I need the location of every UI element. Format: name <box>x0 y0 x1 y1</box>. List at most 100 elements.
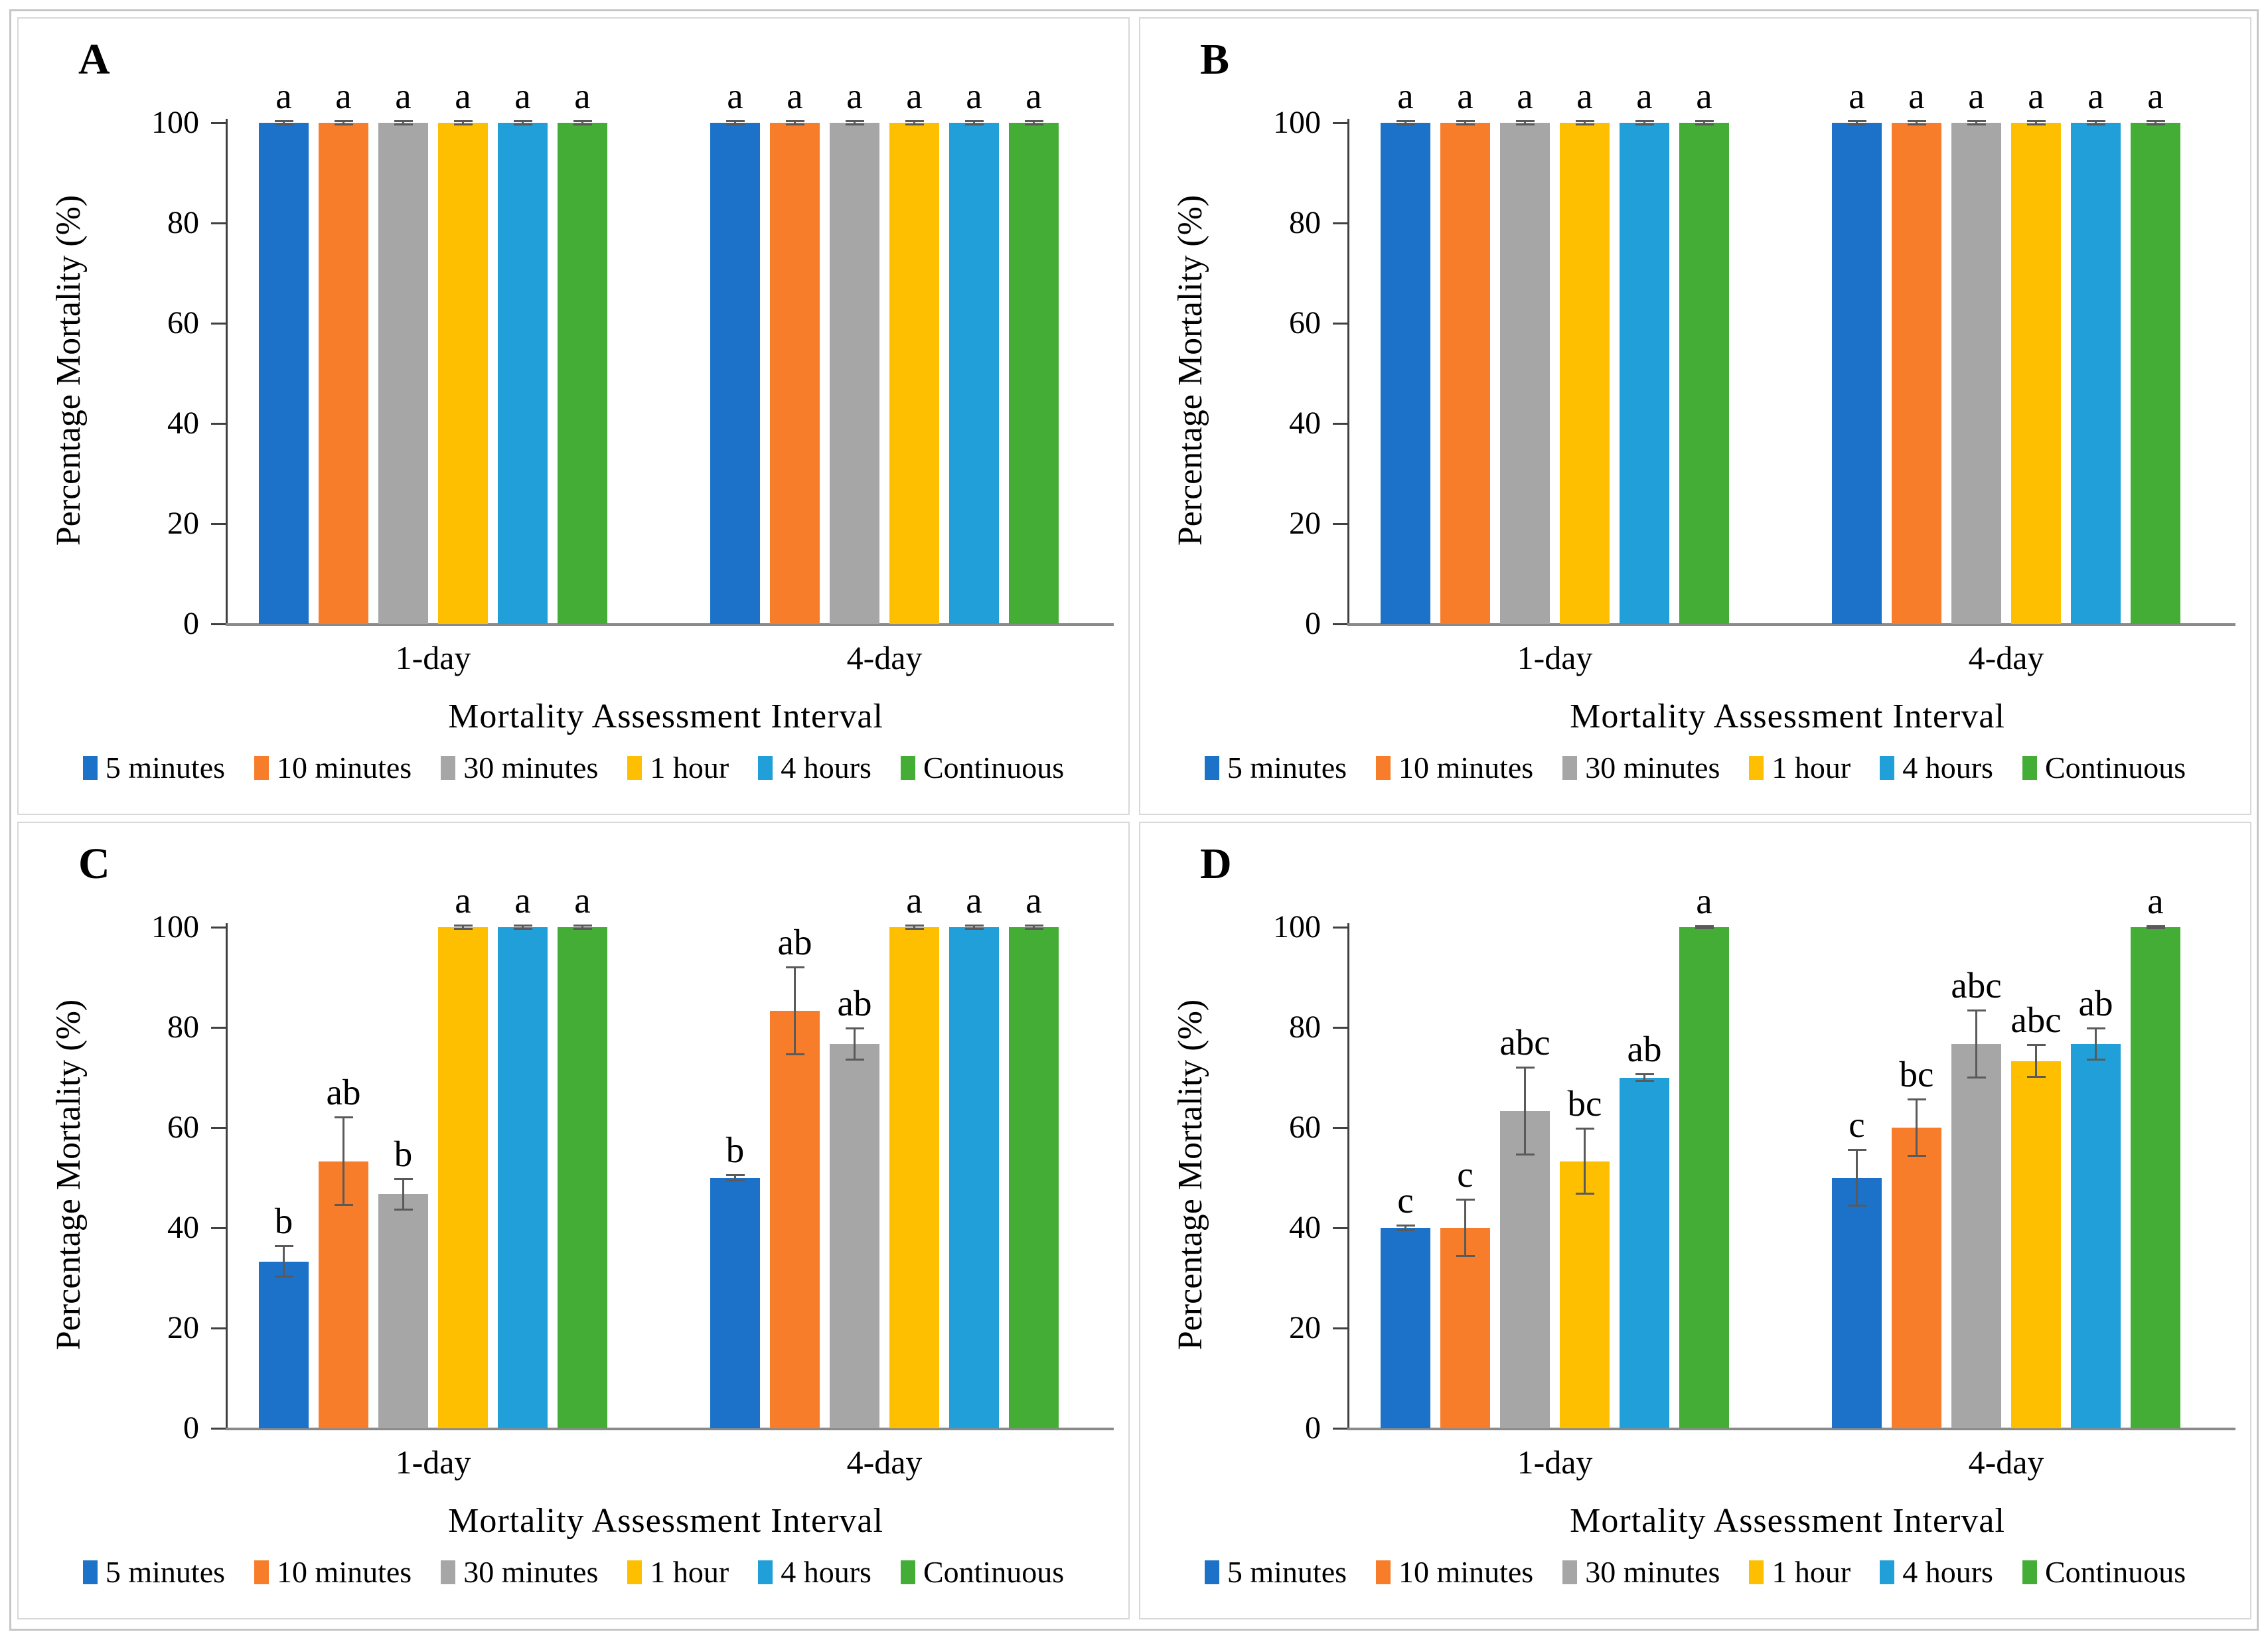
legend-swatch <box>441 1560 456 1584</box>
category-label: 1-day <box>395 1444 471 1481</box>
error-bar <box>1847 1148 1866 1207</box>
sig-letter: a <box>2147 76 2164 117</box>
bar <box>889 123 939 624</box>
bar <box>1500 1111 1550 1428</box>
y-tick-label: 40 <box>1289 1210 1321 1245</box>
y-tick-label: 0 <box>183 606 199 641</box>
bar <box>830 123 879 624</box>
bar <box>1500 123 1550 624</box>
error-bar <box>394 120 413 125</box>
error-bar <box>1635 120 1654 125</box>
bar <box>2131 927 2180 1428</box>
sig-letter: abc <box>2010 999 2062 1040</box>
sig-letter: a <box>1696 880 1712 921</box>
legend-item: 30 minutes <box>441 750 598 785</box>
error-bar <box>1967 120 1986 125</box>
error-bar <box>1575 1128 1594 1195</box>
y-tick <box>1333 1127 1347 1129</box>
legend: 5 minutes 10 minutes 30 minutes 1 hour 4 hou… <box>1140 1554 2250 1590</box>
bar <box>259 123 309 624</box>
bar <box>770 1011 820 1428</box>
legend-item: 5 minutes <box>1204 750 1347 785</box>
legend-swatch <box>627 755 643 780</box>
y-tick-label: 60 <box>1289 305 1321 340</box>
y-tick-label: 20 <box>167 1310 199 1345</box>
sig-letter: a <box>514 76 531 117</box>
legend-item: 30 minutes <box>1562 750 1720 785</box>
legend-label: 30 minutes <box>1585 751 1720 784</box>
sig-letter: a <box>1025 880 1042 921</box>
y-axis-label: Percentage Mortality (%) <box>50 194 88 546</box>
y-tick <box>211 323 226 325</box>
legend-label: 5 minutes <box>1227 1555 1347 1589</box>
y-tick-label: 40 <box>167 1210 199 1245</box>
error-bar <box>334 120 353 125</box>
sig-letter: a <box>727 76 743 117</box>
category-label: 4-day <box>1968 1444 2044 1481</box>
sig-letter: a <box>966 76 982 117</box>
y-tick <box>211 927 226 929</box>
y-tick-label: 80 <box>167 1009 199 1045</box>
sig-letter: a <box>395 76 412 117</box>
y-tick <box>1333 423 1347 425</box>
legend-item: 10 minutes <box>1376 1554 1533 1590</box>
y-axis-label: Percentage Mortality (%) <box>1172 999 1209 1351</box>
y-tick <box>211 222 226 224</box>
sig-letter: a <box>455 880 471 921</box>
bar <box>889 927 939 1428</box>
legend-label: 30 minutes <box>1585 1555 1720 1589</box>
y-tick <box>211 1428 226 1430</box>
legend-swatch <box>900 1560 915 1584</box>
y-tick <box>211 1327 226 1329</box>
error-bar <box>2146 120 2165 125</box>
sig-letter: a <box>1908 76 1925 117</box>
y-tick-label: 80 <box>1289 205 1321 240</box>
y-tick <box>1333 1027 1347 1029</box>
legend-label: 4 hours <box>781 1555 871 1589</box>
legend-label: Continuous <box>923 1555 1065 1589</box>
panel-b: B Percentage Mortality (%) 0 20 40 60 80 100 a… <box>1139 17 2251 815</box>
legend-item: 4 hours <box>1880 750 1993 785</box>
error-bar <box>1396 120 1415 125</box>
sig-letter: a <box>2087 76 2104 117</box>
bar <box>1440 123 1490 624</box>
bar <box>2011 123 2061 624</box>
error-bar <box>725 120 745 125</box>
legend-label: 10 minutes <box>1399 1555 1534 1589</box>
error-bar <box>1396 1224 1415 1232</box>
bar <box>1381 123 1430 624</box>
legend-item: 10 minutes <box>254 750 412 785</box>
error-bar <box>1967 1009 1986 1079</box>
legend-swatch <box>1204 1560 1219 1584</box>
category-label: 4-day <box>846 1444 923 1481</box>
sig-letter: a <box>514 880 531 921</box>
legend-label: 1 hour <box>650 1555 729 1589</box>
sig-letter: a <box>1397 76 1414 117</box>
error-bar <box>274 1244 293 1278</box>
sig-letter: ab <box>837 983 872 1023</box>
error-bar <box>2026 120 2046 125</box>
legend-item: 4 hours <box>1880 1554 1993 1590</box>
bar <box>378 123 428 624</box>
sig-letter: a <box>275 76 292 117</box>
legend-item: Continuous <box>900 750 1064 785</box>
legend-swatch <box>758 755 773 780</box>
y-tick-label: 0 <box>183 1410 199 1446</box>
legend-label: 10 minutes <box>277 751 412 784</box>
bar <box>1381 1228 1430 1428</box>
sig-letter: a <box>1025 76 1042 117</box>
bar <box>2011 1061 2061 1428</box>
category-label: 1-day <box>395 639 471 676</box>
y-tick-label: 80 <box>1289 1009 1321 1045</box>
y-tick-label: 100 <box>151 105 199 140</box>
legend-item: 4 hours <box>758 1554 871 1590</box>
bar <box>1560 1161 1610 1428</box>
sig-letter: a <box>335 76 352 117</box>
y-tick-label: 100 <box>1273 909 1321 944</box>
sig-letter: ab <box>1627 1029 1662 1070</box>
y-tick-label: 0 <box>1305 1410 1321 1446</box>
bar <box>949 927 999 1428</box>
bar <box>949 123 999 624</box>
legend-swatch <box>2022 1560 2037 1584</box>
sig-letter: a <box>1517 76 1533 117</box>
